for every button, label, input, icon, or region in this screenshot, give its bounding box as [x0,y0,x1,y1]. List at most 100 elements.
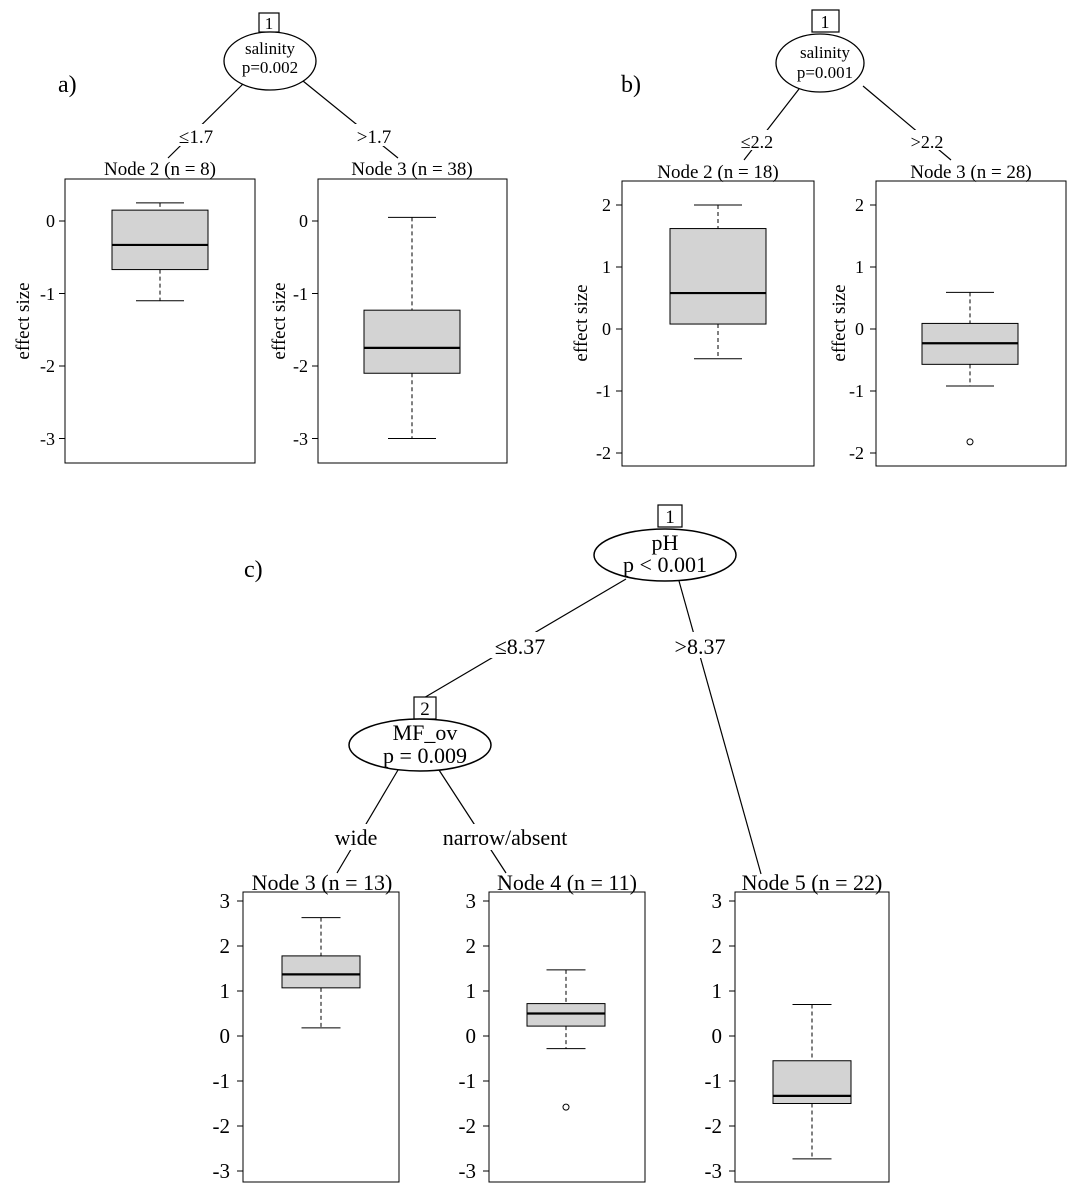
panel-b-node-id-box [811,9,840,33]
panel-a-node2-ytick-label: 0 [46,211,55,231]
panel-a-node3-ytick-label: -3 [293,429,308,449]
panel-b-node2-title: Node 2 (n = 18) [657,162,779,183]
panel-a-node3-frame [317,178,508,464]
panel-c-node3-boxplot [281,917,361,1029]
panel-b-node2-frame [621,180,815,467]
panel-c-node4-frame [488,891,646,1183]
panel-c-node3-frame [242,891,400,1183]
panel-a-node2-title: Node 2 (n = 8) [104,159,216,180]
panel-c-root-split-pvalue: p < 0.001 [623,552,707,577]
panel-c-node5-ytick-label: 0 [712,1024,723,1048]
panel-c-node5-ytick-label: 3 [712,889,723,913]
panel-b-node3-ytick-label: -1 [849,381,864,401]
panel-c-root-edge-right [678,580,762,875]
panel-c-node5-ytick-label: -3 [705,1159,723,1183]
panel-c-inner-edge-right-label: narrow/absent [443,825,568,850]
panel-b-node3-ytick-label: 1 [855,257,864,277]
outlier-point [966,438,974,446]
panel-c-node3-ytick-label: -1 [213,1069,231,1093]
panel-a: a) 1 salinity p=0.002 ≤1.7 >1.7 Node 2 (… [13,12,508,464]
panel-b-node3-ytick-label: 2 [855,195,864,215]
panel-a-node3-boxplot [363,216,461,439]
panel-a-node2-ytick-label: -2 [40,356,55,376]
panel-b-node2-ytick-label: 2 [602,195,611,215]
panel-b-edge-right-label: >2.2 [911,132,944,152]
panel-b-node3-plot: Node 3 (n = 28) effect size 2 1 0 -1 -2 [829,162,1067,467]
iqr-box [669,228,767,325]
panel-a-node2-ylabel: effect size [13,282,34,359]
iqr-box [281,955,361,989]
panel-a-edge-left-label: ≤1.7 [179,127,213,148]
panel-c-root-split-node [593,528,737,582]
panel-c-node4-ytick-label: 2 [466,934,477,958]
panel-c-root-split-variable: pH [652,530,679,555]
panel-c-node5-ytick-label: 2 [712,934,723,958]
panel-c-inner-edge-left-label: wide [335,825,378,850]
panel-c-node5-plot: Node 5 (n = 22) 3 2 1 0 -1 -2 -3 [705,870,890,1183]
panel-a-node2-plot: Node 2 (n = 8) effect size 0 -1 -2 -3 [13,159,256,464]
panel-a-split-pvalue: p=0.002 [242,58,298,77]
panel-a-edge-right-label: >1.7 [357,127,391,148]
panel-b-node2-boxplot [669,204,767,360]
iqr-box [111,209,209,271]
panel-a-node3-plot: Node 3 (n = 38) effect size 0 -1 -2 -3 [269,159,508,464]
panel-a-node3-ytick-label: -2 [293,356,308,376]
panel-b-node3-ytick-label: 0 [855,319,864,339]
panel-c-node5-title: Node 5 (n = 22) [742,870,883,895]
panel-a-split-variable: salinity [245,39,296,58]
panel-b-split-pvalue: p=0.001 [797,63,853,82]
panel-b-node2-ytick-label: -2 [596,443,611,463]
panel-b-node3-ytick-label: -2 [849,443,864,463]
panel-a-node2-ytick-label: -3 [40,429,55,449]
panel-c-node3-ytick-label: 0 [220,1024,231,1048]
panel-b: b) 1 salinity p=0.001 ≤2.2 >2.2 Node 2 (… [571,9,1067,467]
panel-c-inner-split-variable: MF_ov [393,720,458,745]
panel-c-node4-ytick-label: 1 [466,979,477,1003]
panel-c-label: c) [244,557,263,583]
panel-c-node4-ytick-label: 3 [466,889,477,913]
panel-c-node3-ytick-label: 3 [220,889,231,913]
panel-c-inner-edge-right [438,769,507,874]
panel-a-node3-ylabel: effect size [269,282,290,359]
panel-c-node3-ytick-label: -3 [213,1159,231,1183]
panel-c-node4-boxplot [526,969,606,1111]
panel-b-node3-frame [875,180,1067,467]
panel-a-node3-ytick-label: -1 [293,284,308,304]
panel-c-node4-plot: Node 4 (n = 11) 3 2 1 0 -1 -2 -3 [459,870,646,1183]
outlier-point [562,1103,570,1111]
panel-a-node-id: 1 [265,14,274,33]
panel-c-node3-plot: Node 3 (n = 13) 3 2 1 0 -1 -2 -3 [213,870,400,1183]
panel-c-inner-split-node [348,718,492,772]
panel-b-node2-ylabel: effect size [571,284,592,361]
panel-c-node3-ytick-label: 2 [220,934,231,958]
panel-c: c) 1 pH p < 0.001 ≤8.37 >8.37 2 MF_ov p … [213,504,890,1183]
panel-c-root-edge-left-label: ≤8.37 [495,634,546,659]
panel-a-node3-ytick-label: 0 [299,211,308,231]
panel-b-split-variable: salinity [800,43,851,62]
panel-c-node3-ytick-label: 1 [220,979,231,1003]
panel-c-inner-split-pvalue: p = 0.009 [383,743,467,768]
panel-c-node4-ytick-label: -2 [459,1114,477,1138]
panel-c-node4-ytick-label: -1 [459,1069,477,1093]
panel-c-node1-id: 1 [665,507,675,528]
iqr-box [772,1060,852,1104]
panel-a-node2-boxplot [111,202,209,302]
panel-b-node2-ytick-label: -1 [596,381,611,401]
panel-b-node-id: 1 [821,12,830,32]
panel-b-label: b) [621,72,641,98]
panel-b-split-node [775,33,865,93]
panel-c-node5-ytick-label: 1 [712,979,723,1003]
panel-c-node5-ytick-label: -1 [705,1069,723,1093]
iqr-box [526,1003,606,1027]
panel-b-node3-boxplot [921,291,1019,446]
panel-b-node2-plot: Node 2 (n = 18) effect size 2 1 0 -1 -2 [571,162,815,467]
panel-a-node2-ytick-label: -1 [40,284,55,304]
panel-c-inner-edge-left [336,769,399,874]
panel-c-node1-id-box [657,504,683,528]
panel-a-node3-title: Node 3 (n = 38) [351,159,473,180]
panel-b-node2-ytick-label: 0 [602,319,611,339]
panel-c-node4-ytick-label: -3 [459,1159,477,1183]
iqr-box [363,309,461,374]
panel-b-node2-ytick-label: 1 [602,257,611,277]
